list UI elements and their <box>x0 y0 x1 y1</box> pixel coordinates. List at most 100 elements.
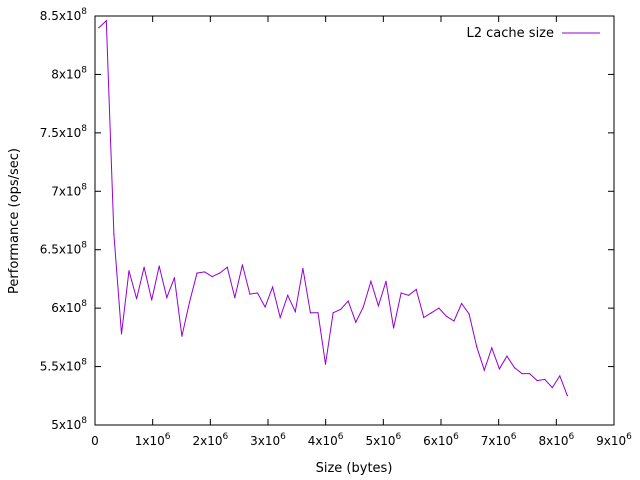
data-point <box>355 321 357 323</box>
data-point <box>453 320 455 322</box>
x-tick-label: 4x106 <box>308 432 344 448</box>
y-tick-mantissa: 5x10 <box>51 418 81 432</box>
data-point <box>377 305 380 307</box>
x-tick-exponent: 6 <box>626 432 632 442</box>
x-axis-label: Size (bytes) <box>316 461 393 476</box>
y-tick-mantissa: 5.5x10 <box>40 360 81 374</box>
data-point <box>347 300 349 302</box>
data-point <box>128 270 130 272</box>
x-tick-exponent: 6 <box>511 432 517 442</box>
data-point <box>302 267 304 270</box>
y-tick-exponent: 8 <box>81 182 87 192</box>
y-tick-exponent: 8 <box>81 65 87 75</box>
data-point <box>105 20 107 22</box>
x-tick-label: 2x106 <box>192 432 228 448</box>
data-point <box>188 301 191 303</box>
data-point <box>513 367 516 369</box>
data-point <box>460 302 463 305</box>
data-point <box>340 308 342 310</box>
x-tick-label: 5x106 <box>365 432 401 448</box>
series-points <box>98 20 569 397</box>
y-tick-label: 8x108 <box>51 65 87 81</box>
x-tick-exponent: 6 <box>395 432 401 442</box>
data-point <box>120 333 123 335</box>
data-point <box>491 347 493 349</box>
data-point <box>400 292 402 294</box>
data-point <box>544 378 546 381</box>
x-tick-mantissa: 6x10 <box>423 434 453 448</box>
data-point <box>264 306 266 308</box>
data-point <box>166 297 168 299</box>
x-tick-exponent: 6 <box>568 432 574 442</box>
x-tick-label: 1x106 <box>135 432 171 448</box>
y-tick-exponent: 8 <box>81 7 87 17</box>
data-point <box>468 313 470 315</box>
y-axis-ticks: 5x1085.5x1086x1086.5x1087x1087.5x1088x10… <box>40 7 614 432</box>
x-tick-exponent: 6 <box>338 432 344 442</box>
y-tick-mantissa: 7.5x10 <box>40 126 81 140</box>
y-tick-label: 7.5x108 <box>40 124 87 140</box>
y-axis-label: Performance (ops/sec) <box>7 148 22 294</box>
x-tick-exponent: 6 <box>280 432 286 442</box>
x-tick-mantissa: 9x10 <box>596 434 626 448</box>
y-tick-exponent: 8 <box>81 241 87 251</box>
legend: L2 cache size <box>467 26 600 41</box>
data-point <box>287 294 289 296</box>
series-line-l2-cache-size <box>98 19 568 396</box>
data-point <box>98 27 100 29</box>
data-point <box>506 355 508 357</box>
data-point <box>536 379 538 382</box>
x-tick-exponent: 6 <box>165 432 171 442</box>
data-point <box>408 294 410 296</box>
data-point <box>438 307 440 309</box>
x-tick-label: 7x106 <box>481 432 517 448</box>
data-point <box>203 271 206 273</box>
data-point <box>445 315 448 317</box>
x-axis-ticks: 0 1x106 2x106 3x106 4x106 5x106 6x106 7x106 8x10… <box>91 16 632 448</box>
data-point <box>415 288 417 291</box>
x-tick-mantissa: 0 <box>91 434 99 448</box>
y-tick-exponent: 8 <box>81 124 87 134</box>
y-tick-label: 5x108 <box>51 416 87 432</box>
data-point <box>362 306 364 308</box>
data-point <box>521 372 523 375</box>
x-tick-label: 8x106 <box>538 432 574 448</box>
data-point <box>173 277 175 279</box>
data-point <box>279 316 281 319</box>
data-point <box>385 280 387 282</box>
data-point <box>529 372 531 375</box>
data-point <box>332 312 334 314</box>
y-tick-mantissa: 8x10 <box>51 67 81 81</box>
data-point <box>249 293 251 295</box>
x-tick-mantissa: 8x10 <box>538 434 568 448</box>
data-point <box>241 264 243 266</box>
data-point <box>483 369 485 371</box>
data-point <box>566 395 569 397</box>
x-tick-mantissa: 5x10 <box>365 434 395 448</box>
data-point <box>256 292 259 294</box>
x-tick-mantissa: 3x10 <box>250 434 280 448</box>
y-tick-label: 6.5x108 <box>40 241 87 257</box>
y-tick-exponent: 8 <box>81 358 87 368</box>
data-point <box>559 375 561 377</box>
data-point <box>143 266 145 268</box>
data-point <box>370 280 372 282</box>
data-point <box>158 265 160 267</box>
data-point <box>272 286 274 288</box>
y-tick-label: 5.5x108 <box>40 358 87 374</box>
plot-frame <box>94 15 615 426</box>
data-point <box>498 368 500 370</box>
y-tick-mantissa: 6.5x10 <box>40 243 81 257</box>
data-point <box>423 316 425 319</box>
y-tick-label: 8.5x108 <box>40 7 87 23</box>
y-tick-mantissa: 7x10 <box>51 184 81 198</box>
data-point <box>392 327 395 329</box>
x-tick-label: 0 <box>91 434 99 448</box>
legend-label: L2 cache size <box>467 26 554 41</box>
x-tick-mantissa: 2x10 <box>192 434 222 448</box>
y-tick-mantissa: 6x10 <box>51 301 81 315</box>
data-point <box>309 312 312 314</box>
data-point <box>317 312 319 314</box>
data-point <box>211 275 213 278</box>
